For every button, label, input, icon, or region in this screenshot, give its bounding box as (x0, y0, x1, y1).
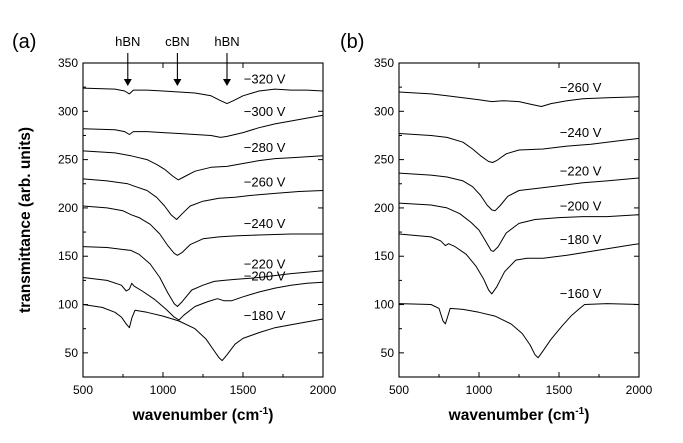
x-tick-label: 2000 (310, 383, 337, 397)
series-line (82, 178, 324, 220)
x-tick-label: 500 (73, 383, 93, 397)
arrow-head (223, 79, 231, 87)
series-label: −280 V (244, 140, 286, 155)
y-tick-label: 100 (374, 298, 394, 312)
peak-label: hBN (214, 34, 239, 49)
x-tick-label: 1500 (546, 383, 573, 397)
series-label: −200 V (244, 268, 286, 283)
y-tick-label: 350 (58, 56, 78, 70)
y-tick-label: 250 (374, 153, 394, 167)
series-label: −240 V (244, 216, 286, 231)
series-label: −300 V (244, 104, 286, 119)
y-tick-label: 200 (58, 201, 78, 215)
plot-frame (398, 62, 640, 378)
panel-a: (a)−320 V−300 V−280 V−260 V−240 V−220 V−… (12, 31, 337, 424)
y-tick-label: 250 (58, 153, 78, 167)
series-label: −200 V (560, 199, 602, 214)
x-tick-label: 500 (389, 383, 409, 397)
y-tick-label: 200 (374, 201, 394, 215)
series-label: −180 V (244, 308, 286, 323)
panel-label: (b) (340, 31, 364, 53)
series-label: −320 V (244, 72, 286, 87)
series-line (82, 150, 324, 181)
arrow-head (173, 79, 182, 87)
x-axis-title: wavenumber (cm-1) (132, 406, 274, 424)
series-line (398, 202, 640, 252)
series-line (82, 205, 323, 256)
peak-label: hBN (115, 34, 140, 49)
series-line (398, 91, 640, 107)
y-tick-label: 300 (58, 104, 78, 118)
y-tick-label: 50 (381, 346, 395, 360)
series-line (82, 87, 324, 105)
arrow-head (123, 79, 132, 87)
series-label: −260 V (244, 175, 286, 190)
series-line (82, 304, 324, 362)
series-label: −220 V (560, 163, 602, 178)
x-tick-label: 1000 (150, 383, 177, 397)
series-line (398, 303, 640, 359)
y-tick-label: 50 (65, 346, 79, 360)
y-tick-label: 150 (374, 249, 394, 263)
x-tick-label: 1500 (230, 383, 257, 397)
y-tick-label: 300 (374, 104, 394, 118)
series-label: −240 V (560, 125, 602, 140)
series-label: −220 V (244, 256, 286, 271)
series-line (82, 246, 324, 307)
series-label: −180 V (560, 232, 602, 247)
panel-b: (b) −260 V −240 V −220 V −200 V −180 V −160 V 5… (340, 31, 653, 424)
y-tick-label: 100 (58, 298, 78, 312)
x-axis-title: wavenumber (cm-1) (448, 406, 590, 424)
y-tick-label: 150 (58, 249, 78, 263)
y-axis-title: transmittance (arb. units) (17, 127, 34, 313)
series-label: −260 V (560, 80, 602, 95)
series-line (398, 133, 640, 163)
series-line (398, 233, 640, 295)
series-label: −160 V (560, 286, 602, 301)
series-line (82, 277, 324, 321)
panel-label: (a) (12, 31, 36, 53)
x-tick-label: 2000 (626, 383, 653, 397)
series-line (82, 114, 324, 138)
y-tick-label: 350 (374, 56, 394, 70)
x-tick-label: 1000 (466, 383, 493, 397)
series-line (398, 172, 640, 212)
plot-frame (82, 62, 324, 378)
peak-label: cBN (165, 34, 190, 49)
